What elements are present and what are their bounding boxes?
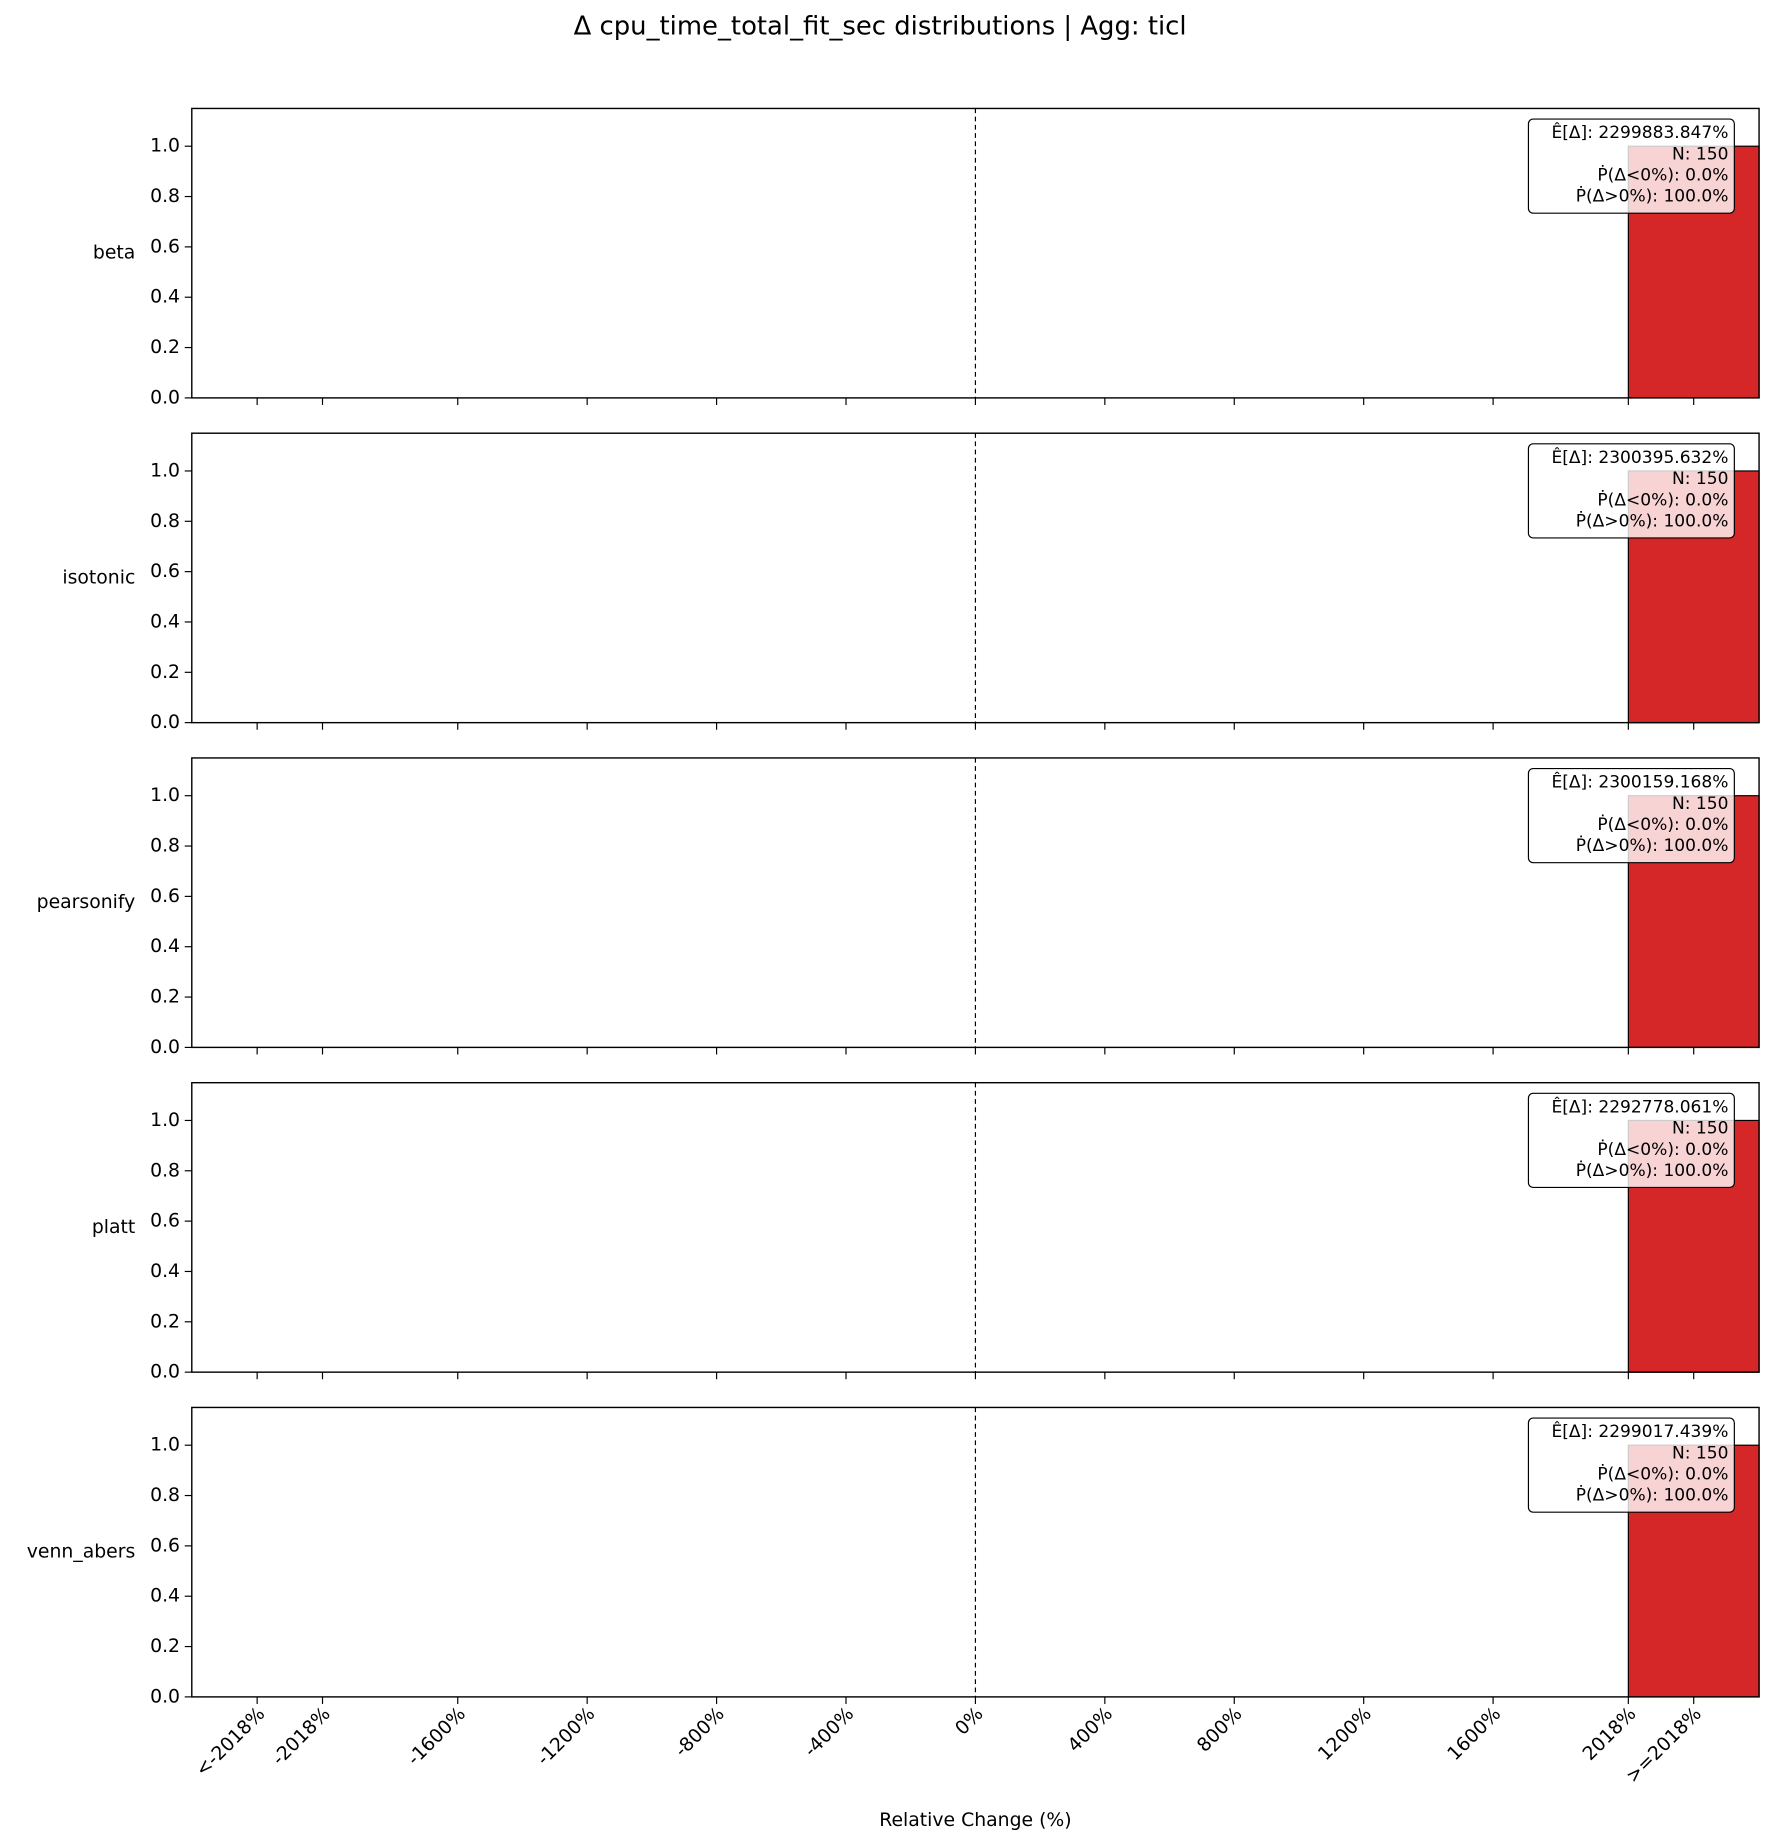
annotation-text: N: 150 <box>1672 1443 1728 1463</box>
annotation-text: Ṗ(Δ>0%): 100.0% <box>1576 186 1729 207</box>
y-tick-label: 0.6 <box>150 1211 180 1232</box>
annotation-text: Ṗ(Δ<0%): 0.0% <box>1597 814 1728 835</box>
annotation-background <box>1527 443 1735 539</box>
x-tick-label: -1200% <box>533 1704 599 1770</box>
y-tick-label: 0.2 <box>150 662 180 683</box>
annotation-text: Ṗ(Δ<0%): 0.0% <box>1597 489 1728 510</box>
annotation-text: Ṗ(Δ>0%): 100.0% <box>1576 1485 1729 1506</box>
y-tick-label: 0.6 <box>150 886 180 907</box>
y-axis-label: isotonic <box>62 567 135 588</box>
y-tick-label: 0.2 <box>150 1636 180 1657</box>
y-tick-label: 1.0 <box>150 1110 180 1131</box>
y-tick-label: 0.6 <box>150 561 180 582</box>
y-tick-label: 1.0 <box>150 785 180 806</box>
x-tick-label: 1600% <box>1444 1704 1505 1765</box>
x-tick-label: -2018% <box>268 1704 334 1770</box>
x-tick-label: -800% <box>671 1704 729 1762</box>
y-tick-label: 0.8 <box>150 511 180 532</box>
y-axis-label: platt <box>92 1217 135 1238</box>
y-tick-label: 0.8 <box>150 1160 180 1181</box>
y-axis-label: pearsonify <box>37 892 136 913</box>
annotation-background <box>1527 767 1735 864</box>
annotation-text: Ṗ(Δ>0%): 100.0% <box>1576 510 1729 531</box>
y-tick-label: 1.0 <box>150 1435 180 1456</box>
annotation-text: Ṗ(Δ>0%): 100.0% <box>1576 1160 1729 1181</box>
x-tick-label: -1600% <box>404 1704 470 1770</box>
x-tick-label: -400% <box>800 1704 858 1762</box>
x-tick-label: 1200% <box>1314 1704 1375 1765</box>
y-tick-label: 0.8 <box>150 186 180 207</box>
y-tick-label: 1.0 <box>150 136 180 157</box>
annotation-text: Ṗ(Δ<0%): 0.0% <box>1597 165 1728 186</box>
x-tick-label: 800% <box>1194 1704 1247 1757</box>
x-axis-label: Relative Change (%) <box>879 1810 1071 1831</box>
y-tick-label: 0.0 <box>150 1362 180 1383</box>
annotation-text: N: 150 <box>1672 794 1728 814</box>
y-tick-label: 0.4 <box>150 287 180 308</box>
annotation-text: Ṗ(Δ<0%): 0.0% <box>1597 1139 1728 1160</box>
annotation-text: Ê[Δ]: 2292778.061% <box>1551 1095 1728 1117</box>
y-axis-label: beta <box>93 243 135 264</box>
y-tick-label: 0.8 <box>150 836 180 857</box>
annotation-text: Ṗ(Δ<0%): 0.0% <box>1597 1464 1728 1485</box>
annotation-text: N: 150 <box>1672 144 1728 164</box>
annotation-text: N: 150 <box>1672 1119 1728 1139</box>
x-tick-label: 2018% <box>1579 1704 1640 1765</box>
annotation-text: Ê[Δ]: 2300159.168% <box>1551 771 1728 793</box>
annotation-text: Ê[Δ]: 2299883.847% <box>1551 121 1728 143</box>
y-tick-label: 1.0 <box>150 460 180 481</box>
y-tick-label: 0.6 <box>150 1535 180 1556</box>
y-tick-label: 0.0 <box>150 712 180 733</box>
annotation-text: Ṗ(Δ>0%): 100.0% <box>1576 835 1729 856</box>
x-tick-label: 0% <box>952 1704 988 1740</box>
y-tick-label: 0.0 <box>150 1037 180 1058</box>
y-tick-label: 0.8 <box>150 1485 180 1506</box>
annotation-text: Ê[Δ]: 2299017.439% <box>1551 1420 1728 1442</box>
annotation-background <box>1527 1092 1735 1189</box>
y-tick-label: 0.4 <box>150 936 180 957</box>
y-tick-label: 0.4 <box>150 1261 180 1282</box>
y-tick-label: 0.0 <box>150 1686 180 1707</box>
chart-title: Δ cpu_time_total_fit_sec distributions |… <box>574 12 1187 42</box>
annotation-text: Ê[Δ]: 2300395.632% <box>1551 446 1728 468</box>
y-tick-label: 0.0 <box>150 387 180 408</box>
annotation-background <box>1527 118 1735 214</box>
y-axis-label: venn_abers <box>27 1542 136 1563</box>
y-tick-label: 0.2 <box>150 337 180 358</box>
x-tick-label: 400% <box>1064 1704 1117 1757</box>
y-tick-label: 0.2 <box>150 987 180 1008</box>
annotation-text: N: 150 <box>1672 469 1728 489</box>
y-tick-label: 0.6 <box>150 236 180 257</box>
annotation-background <box>1527 1417 1735 1513</box>
y-tick-label: 0.4 <box>150 611 180 632</box>
y-tick-label: 0.4 <box>150 1586 180 1607</box>
x-tick-label: <-2018% <box>192 1704 269 1781</box>
y-tick-label: 0.2 <box>150 1311 180 1332</box>
